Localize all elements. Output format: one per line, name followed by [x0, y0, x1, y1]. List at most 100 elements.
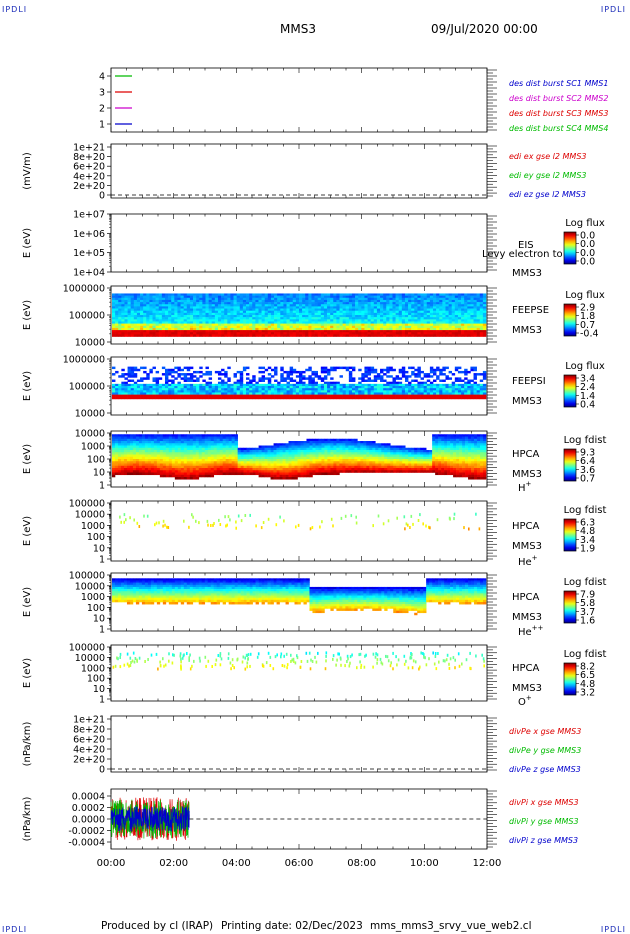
y-tick-label: 6e+20 [73, 162, 105, 173]
colorbar [563, 374, 577, 408]
spacecraft-label: MMS3 [512, 469, 542, 480]
y-tick-label: 4 [99, 72, 105, 83]
colorbar-tick-label: 0.0 [580, 248, 595, 259]
legend-entry: des dist burst SC2 MMS2 [509, 94, 608, 103]
legend-entry: divPi x gse MMS3 [509, 798, 579, 807]
spectrogram-cells [112, 434, 487, 480]
colorbar-tick-label: 1.4 [580, 391, 595, 402]
colorbar-tick-label: 0.7 [580, 320, 595, 331]
time-axis-label: 08:00 [347, 858, 376, 869]
extra-label: Levy electron to [482, 249, 563, 260]
y-tick-label: 1e+21 [73, 143, 105, 154]
y-tick-label: -0.0002 [68, 826, 105, 837]
y-tick-label: 1e+07 [73, 210, 105, 221]
panel-frame-10 [110, 715, 488, 773]
y-axis-label: E (eV) [22, 228, 33, 258]
legend-entry: edi ex gse l2 MMS3 [509, 152, 587, 161]
y-tick-label: 100000 [69, 499, 105, 510]
y-tick-label: 10000 [75, 653, 105, 664]
footer-printing-date: Printing date: 02/Dec/2023 [221, 920, 363, 932]
y-tick-label: 100 [87, 532, 105, 543]
y-tick-label: 10000 [75, 409, 105, 420]
colorbar [563, 590, 577, 624]
species-label: He+ [518, 554, 538, 568]
y-tick-label: 100000 [69, 643, 105, 654]
y-tick-label: 0.0002 [72, 803, 105, 814]
colorbar-tick-label: 2.9 [580, 303, 595, 314]
colorbar-title: Log fdist [564, 435, 607, 446]
y-axis-label: E (eV) [22, 371, 33, 401]
y-tick-label: 10 [93, 684, 105, 695]
colorbar-tick-label: 0.0 [580, 239, 595, 250]
y-tick-label: 1e+21 [73, 715, 105, 726]
y-tick-label: 10 [93, 468, 105, 479]
y-axis-label: E (eV) [22, 300, 33, 330]
species-label: O+ [518, 694, 532, 708]
y-tick-label: -0.0004 [68, 838, 105, 849]
corner-label-top-left: IPDLI [2, 5, 28, 14]
y-tick-label: 100000 [69, 311, 105, 322]
legend-entry: des dist burst SC4 MMS4 [509, 124, 608, 133]
colorbar-tick-label: 3.2 [580, 688, 595, 699]
colorbar-tick-label: -0.4 [580, 329, 599, 340]
footer-filename: mms_mms3_srvy_vue_web2.cl [370, 920, 532, 932]
colorbar-tick-label: 3.7 [580, 607, 595, 618]
colorbar-tick-label: 2.4 [580, 382, 595, 393]
y-tick-label: 2 [99, 104, 105, 115]
y-axis-label: E (eV) [22, 516, 33, 546]
species-charge: ++ [532, 624, 544, 632]
panel-frame-9 [110, 644, 488, 702]
species-charge: + [532, 554, 538, 562]
y-tick-label: 6e+20 [73, 735, 105, 746]
spacecraft-label: MMS3 [512, 396, 542, 407]
spacecraft-label: MMS3 [512, 612, 542, 623]
y-tick-label: 1e+06 [73, 229, 105, 240]
y-tick-label: 4e+20 [73, 745, 105, 756]
instrument-label: HPCA [512, 592, 540, 603]
y-tick-label: 1000000 [63, 355, 105, 366]
colorbar [563, 518, 577, 552]
corner-label-bottom-right: IPDLI [600, 925, 626, 934]
date-time-title: 09/Jul/2020 00:00 [431, 22, 538, 36]
species-charge: + [526, 480, 532, 488]
panel-frame-1 [110, 67, 488, 133]
colorbar-title: Log fdist [564, 505, 607, 516]
panel-frame-3 [110, 213, 488, 273]
colorbar-tick-label: 6.5 [580, 670, 595, 681]
colorbar-tick-label: 3.4 [580, 374, 595, 385]
y-axis-label: (mV/m) [22, 152, 33, 190]
spectrogram-cells [112, 578, 487, 616]
colorbar-title: Log fdist [564, 649, 607, 660]
corner-label-top-right: IPDLI [600, 5, 626, 14]
y-tick-label: 0.0000 [72, 815, 105, 826]
spacecraft-label: MMS3 [512, 683, 542, 694]
spacecraft-label: MMS3 [512, 541, 542, 552]
sparse-cells [119, 512, 481, 531]
spectrogram-cells [112, 366, 487, 400]
y-axis-label: E (eV) [22, 587, 33, 617]
y-tick-label: 100000 [69, 571, 105, 582]
instrument-label: FEEPSE [512, 305, 549, 316]
y-tick-label: 4e+20 [73, 171, 105, 182]
colorbar [563, 303, 577, 337]
colorbar-tick-label: 4.8 [580, 526, 595, 537]
y-tick-label: 10 [93, 543, 105, 554]
corner-label-bottom-left: IPDLI [2, 925, 28, 934]
legend-entry: edi ey gse l2 MMS3 [509, 171, 587, 180]
spacecraft-label: MMS3 [512, 325, 542, 336]
y-axis-label: E (eV) [22, 444, 33, 474]
colorbar-title: Log flux [565, 218, 605, 229]
colorbar-tick-label: 1.6 [580, 616, 595, 627]
y-tick-label: 2e+20 [73, 755, 105, 766]
colorbar-tick-label: 3.4 [580, 535, 595, 546]
colorbar [563, 231, 577, 265]
y-tick-label: 1 [99, 555, 105, 566]
colorbar-title: Log fdist [564, 577, 607, 588]
instrument-label: HPCA [512, 663, 540, 674]
legend-entry: divPi z gse MMS3 [509, 836, 578, 845]
y-tick-label: 1e+05 [73, 248, 105, 259]
colorbar [563, 448, 577, 482]
legend-entry: divPi y gse MMS3 [509, 817, 579, 826]
colorbar-tick-label: 1.8 [580, 311, 595, 322]
